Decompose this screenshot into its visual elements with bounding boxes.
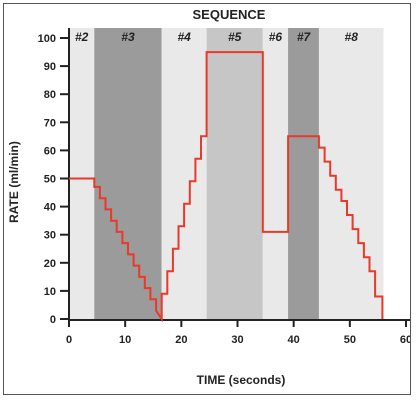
axes: 0 10 20 30 40 50 60 70 80 90 100 0 10 20 30 40 50 60 <box>38 28 410 346</box>
sequence-label: #6 <box>269 30 283 44</box>
chart-frame: #2 #3 #4 #5 #6 #7 #8 SEQUENCE 0 10 20 30 40 50 60 70 8… <box>3 3 411 395</box>
x-tick-label: 40 <box>288 334 300 346</box>
y-tick-label: 0 <box>50 314 56 326</box>
rate-line-group <box>69 51 384 323</box>
sequence-band-1 <box>69 28 95 319</box>
sequence-label: #2 <box>75 30 89 44</box>
y-tick-label: 30 <box>44 230 56 242</box>
x-tick-label: 60 <box>400 334 410 346</box>
sequence-band-7 <box>318 28 384 319</box>
y-tick-label: 50 <box>44 174 56 186</box>
sequence-band-2 <box>94 28 162 319</box>
sequence-band-3 <box>161 28 207 319</box>
sequence-bands <box>69 28 384 319</box>
chart-title: SEQUENCE <box>193 7 266 22</box>
sequence-label: #7 <box>297 30 312 44</box>
sequence-label: #8 <box>345 30 359 44</box>
sequence-band-5 <box>262 28 289 319</box>
x-tick-label: 10 <box>119 334 131 346</box>
sequence-labels: #2 #3 #4 #5 #6 #7 #8 <box>75 30 358 44</box>
x-axis-title: TIME (seconds) <box>197 373 286 387</box>
rate-sequence-chart: #2 #3 #4 #5 #6 #7 #8 SEQUENCE 0 10 20 30 40 50 60 70 8… <box>7 7 410 387</box>
y-tick-label: 60 <box>44 145 56 157</box>
y-tick-label: 80 <box>44 89 56 101</box>
x-tick-label: 30 <box>231 334 243 346</box>
y-tick-label: 90 <box>44 61 56 73</box>
x-tick-label: 20 <box>175 334 187 346</box>
y-tick-label: 70 <box>44 117 56 129</box>
sequence-label: #5 <box>228 30 242 44</box>
y-axis-title: RATE (ml/min) <box>7 141 21 223</box>
rate-series-line-1 <box>69 51 384 323</box>
x-tick-label: 50 <box>344 334 356 346</box>
y-tick-label: 40 <box>44 202 56 214</box>
sequence-band-4 <box>206 28 263 319</box>
x-tick-label: 0 <box>66 334 72 346</box>
sequence-label: #3 <box>121 30 135 44</box>
sequence-band-6 <box>288 28 319 319</box>
sequence-label: #4 <box>177 30 191 44</box>
y-tick-label: 20 <box>44 258 56 270</box>
y-tick-label: 10 <box>44 286 56 298</box>
y-tick-label: 100 <box>38 33 56 45</box>
